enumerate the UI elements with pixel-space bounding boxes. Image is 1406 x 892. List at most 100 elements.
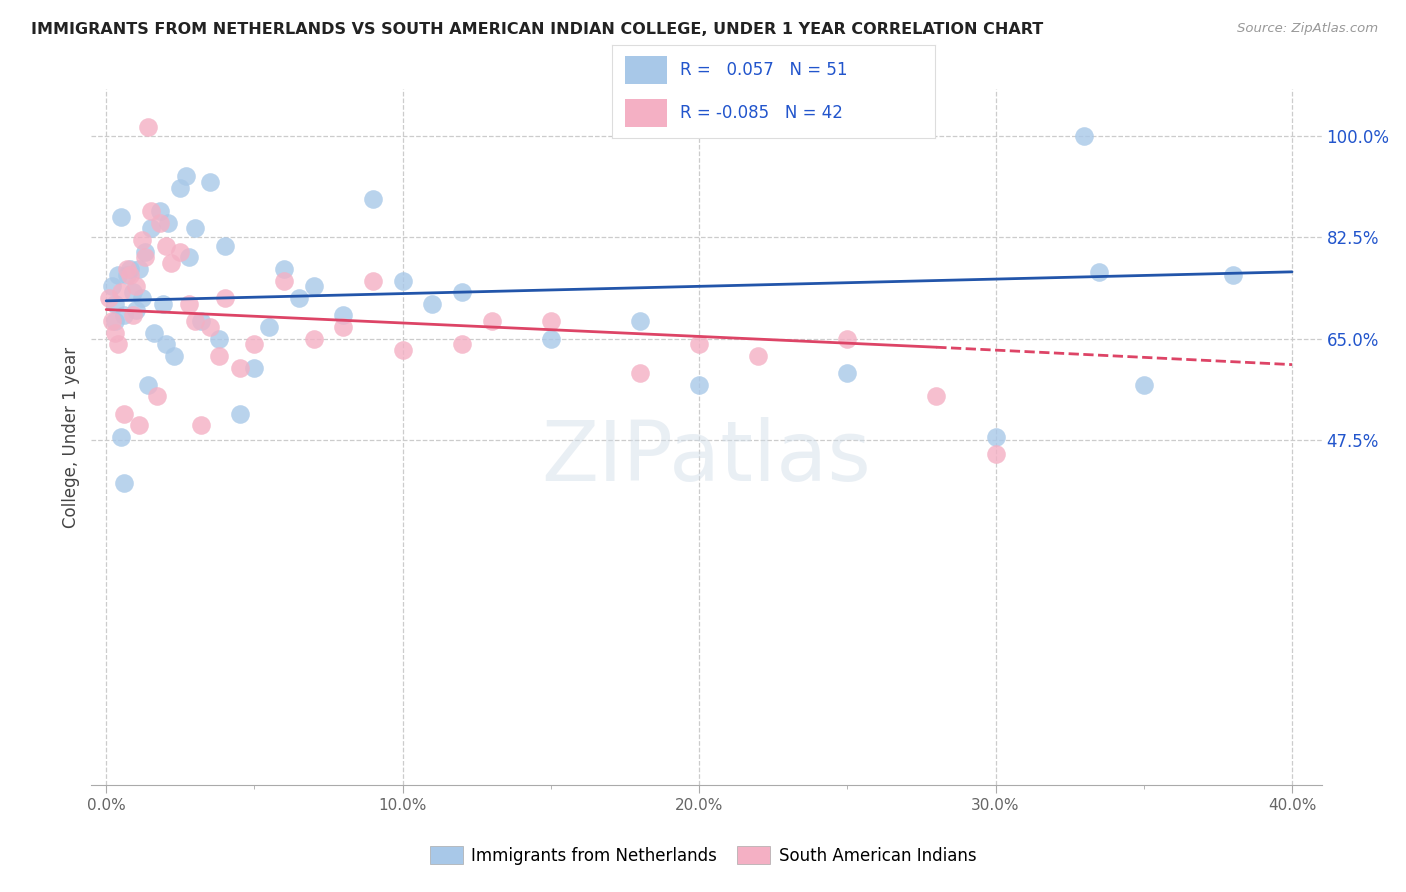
Point	[122, 285, 145, 299]
Point	[107, 337, 129, 351]
Point	[110, 210, 132, 224]
Point	[101, 314, 124, 328]
Point	[688, 337, 710, 351]
Bar	[624, 56, 666, 84]
Point	[198, 175, 221, 189]
Text: R = -0.085   N = 42: R = -0.085 N = 42	[679, 104, 842, 122]
Point	[115, 268, 138, 282]
Legend: Immigrants from Netherlands, South American Indians: Immigrants from Netherlands, South Ameri…	[422, 838, 984, 873]
Point	[243, 360, 266, 375]
Point	[110, 430, 132, 444]
Point	[104, 296, 127, 310]
Point	[361, 273, 384, 287]
Point	[101, 279, 124, 293]
Text: IMMIGRANTS FROM NETHERLANDS VS SOUTH AMERICAN INDIAN COLLEGE, UNDER 1 YEAR CORRE: IMMIGRANTS FROM NETHERLANDS VS SOUTH AME…	[31, 22, 1043, 37]
Bar	[624, 99, 666, 127]
Point	[104, 326, 127, 340]
Point	[131, 233, 153, 247]
Point	[228, 360, 250, 375]
Point	[184, 314, 207, 328]
Point	[391, 273, 413, 287]
Point	[198, 319, 221, 334]
Point	[747, 349, 769, 363]
Point	[688, 378, 710, 392]
Point	[104, 314, 127, 328]
Point	[540, 331, 562, 345]
Point	[1088, 265, 1111, 279]
Point	[208, 331, 231, 345]
Point	[128, 261, 150, 276]
Point	[208, 349, 231, 363]
Point	[107, 268, 129, 282]
Point	[420, 296, 443, 310]
Point	[125, 279, 148, 293]
Point	[214, 238, 236, 252]
Point	[214, 291, 236, 305]
Point	[152, 296, 174, 310]
Point	[131, 291, 153, 305]
Point	[190, 418, 212, 433]
Point	[628, 366, 651, 380]
Text: Source: ZipAtlas.com: Source: ZipAtlas.com	[1237, 22, 1378, 36]
Point	[837, 366, 859, 380]
Point	[332, 319, 354, 334]
Point	[481, 314, 503, 328]
Point	[451, 285, 474, 299]
Point	[243, 337, 266, 351]
Point	[179, 296, 201, 310]
Point	[157, 215, 180, 229]
Point	[288, 291, 311, 305]
Point	[169, 180, 191, 195]
Point	[112, 308, 135, 322]
Point	[155, 337, 177, 351]
Point	[155, 238, 177, 252]
Point	[139, 203, 162, 218]
Point	[115, 261, 138, 276]
Point	[179, 250, 201, 264]
Point	[142, 326, 165, 340]
Point	[112, 476, 135, 491]
Point	[540, 314, 562, 328]
Point	[984, 448, 1007, 462]
Point	[125, 302, 148, 317]
Point	[837, 331, 859, 345]
Point	[925, 389, 948, 403]
Point	[148, 215, 170, 229]
Point	[302, 331, 325, 345]
Text: ZIPatlas: ZIPatlas	[541, 417, 872, 499]
Point	[136, 378, 159, 392]
Point	[160, 256, 183, 270]
Point	[169, 244, 191, 259]
Point	[1222, 268, 1244, 282]
Point	[628, 314, 651, 328]
Point	[148, 203, 170, 218]
Point	[134, 244, 156, 259]
Point	[118, 268, 141, 282]
Point	[128, 418, 150, 433]
Y-axis label: College, Under 1 year: College, Under 1 year	[62, 346, 80, 528]
Point	[451, 337, 474, 351]
Point	[98, 291, 121, 305]
Point	[259, 319, 281, 334]
Point	[118, 261, 141, 276]
Point	[163, 349, 186, 363]
Point	[1132, 378, 1154, 392]
Point	[136, 120, 159, 134]
Point	[110, 285, 132, 299]
Point	[228, 407, 250, 421]
Point	[361, 192, 384, 206]
Point	[112, 407, 135, 421]
Point	[332, 308, 354, 322]
Point	[139, 221, 162, 235]
Point	[134, 250, 156, 264]
Point	[273, 261, 295, 276]
Point	[1073, 128, 1095, 143]
Point	[122, 308, 145, 322]
Point	[984, 430, 1007, 444]
Point	[184, 221, 207, 235]
Text: R =   0.057   N = 51: R = 0.057 N = 51	[679, 61, 846, 78]
Point	[190, 314, 212, 328]
Point	[302, 279, 325, 293]
Point	[273, 273, 295, 287]
Point	[391, 343, 413, 357]
